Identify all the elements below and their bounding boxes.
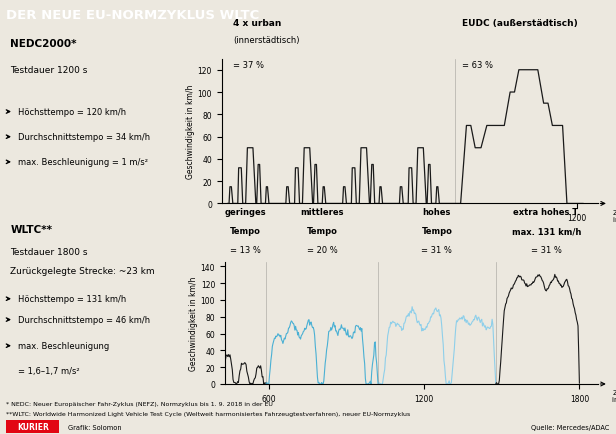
Text: **WLTC: Worldwide Harmonized Light Vehicle Test Cycle (Weltweit harmonisiertes F: **WLTC: Worldwide Harmonized Light Vehic… bbox=[6, 411, 410, 416]
Text: Grafik: Solomon: Grafik: Solomon bbox=[68, 424, 121, 430]
Text: 4 x urban: 4 x urban bbox=[233, 19, 282, 28]
Text: Testdauer 1800 s: Testdauer 1800 s bbox=[10, 247, 88, 256]
Text: = 20 %: = 20 % bbox=[307, 245, 338, 254]
Text: Höchsttempo = 131 km/h: Höchsttempo = 131 km/h bbox=[18, 295, 126, 303]
Text: = 31 %: = 31 % bbox=[421, 245, 452, 254]
Text: DER NEUE EU-NORMZYKLUS WLTC: DER NEUE EU-NORMZYKLUS WLTC bbox=[6, 9, 259, 22]
Text: Durchschnittstempo = 46 km/h: Durchschnittstempo = 46 km/h bbox=[18, 316, 150, 324]
Y-axis label: Geschwindigkeit in km/h: Geschwindigkeit in km/h bbox=[189, 276, 198, 370]
Text: Tempo: Tempo bbox=[307, 227, 338, 236]
Text: KURIER: KURIER bbox=[17, 423, 49, 431]
Text: Zeit
in Sek.: Zeit in Sek. bbox=[612, 210, 616, 223]
Text: max. Beschleunigung: max. Beschleunigung bbox=[18, 342, 109, 350]
Text: Höchsttempo = 120 km/h: Höchsttempo = 120 km/h bbox=[18, 108, 126, 117]
Text: Quelle: Mercedes/ADAC: Quelle: Mercedes/ADAC bbox=[532, 424, 610, 430]
Text: max. Beschleunigung = 1 m/s²: max. Beschleunigung = 1 m/s² bbox=[18, 158, 148, 167]
Text: Tempo: Tempo bbox=[421, 227, 452, 236]
Text: WLTC**: WLTC** bbox=[10, 224, 52, 234]
Bar bbox=[6, 421, 59, 433]
Text: hohes: hohes bbox=[423, 207, 451, 217]
Text: Durchschnittstempo = 34 km/h: Durchschnittstempo = 34 km/h bbox=[18, 133, 150, 142]
Text: = 37 %: = 37 % bbox=[233, 61, 264, 70]
Text: * NEDC: Neuer Europäischer Fahr-Zyklus (NEFZ), Normzyklus bis 1. 9. 2018 in der : * NEDC: Neuer Europäischer Fahr-Zyklus (… bbox=[6, 401, 273, 406]
Text: = 31 %: = 31 % bbox=[531, 245, 562, 254]
Text: Testdauer 1200 s: Testdauer 1200 s bbox=[10, 66, 87, 75]
Text: = 13 %: = 13 % bbox=[230, 245, 261, 254]
Text: EUDC (außerstädtisch): EUDC (außerstädtisch) bbox=[462, 19, 578, 28]
Text: extra hohes T.: extra hohes T. bbox=[513, 207, 580, 217]
Text: Zurückgelegte Strecke: ~23 km: Zurückgelegte Strecke: ~23 km bbox=[10, 266, 155, 275]
Text: geringes: geringes bbox=[225, 207, 266, 217]
Text: Zeit
in Sek.: Zeit in Sek. bbox=[612, 389, 616, 402]
Text: mittleres: mittleres bbox=[300, 207, 344, 217]
Text: (innerstädtisch): (innerstädtisch) bbox=[233, 36, 299, 45]
Text: max. 131 km/h: max. 131 km/h bbox=[512, 227, 582, 236]
Text: = 1,6–1,7 m/s²: = 1,6–1,7 m/s² bbox=[18, 366, 79, 375]
Y-axis label: Geschwindigkeit in km/h: Geschwindigkeit in km/h bbox=[186, 85, 195, 179]
Text: Tempo: Tempo bbox=[230, 227, 261, 236]
Text: NEDC2000*: NEDC2000* bbox=[10, 39, 77, 49]
Text: = 63 %: = 63 % bbox=[462, 61, 493, 70]
